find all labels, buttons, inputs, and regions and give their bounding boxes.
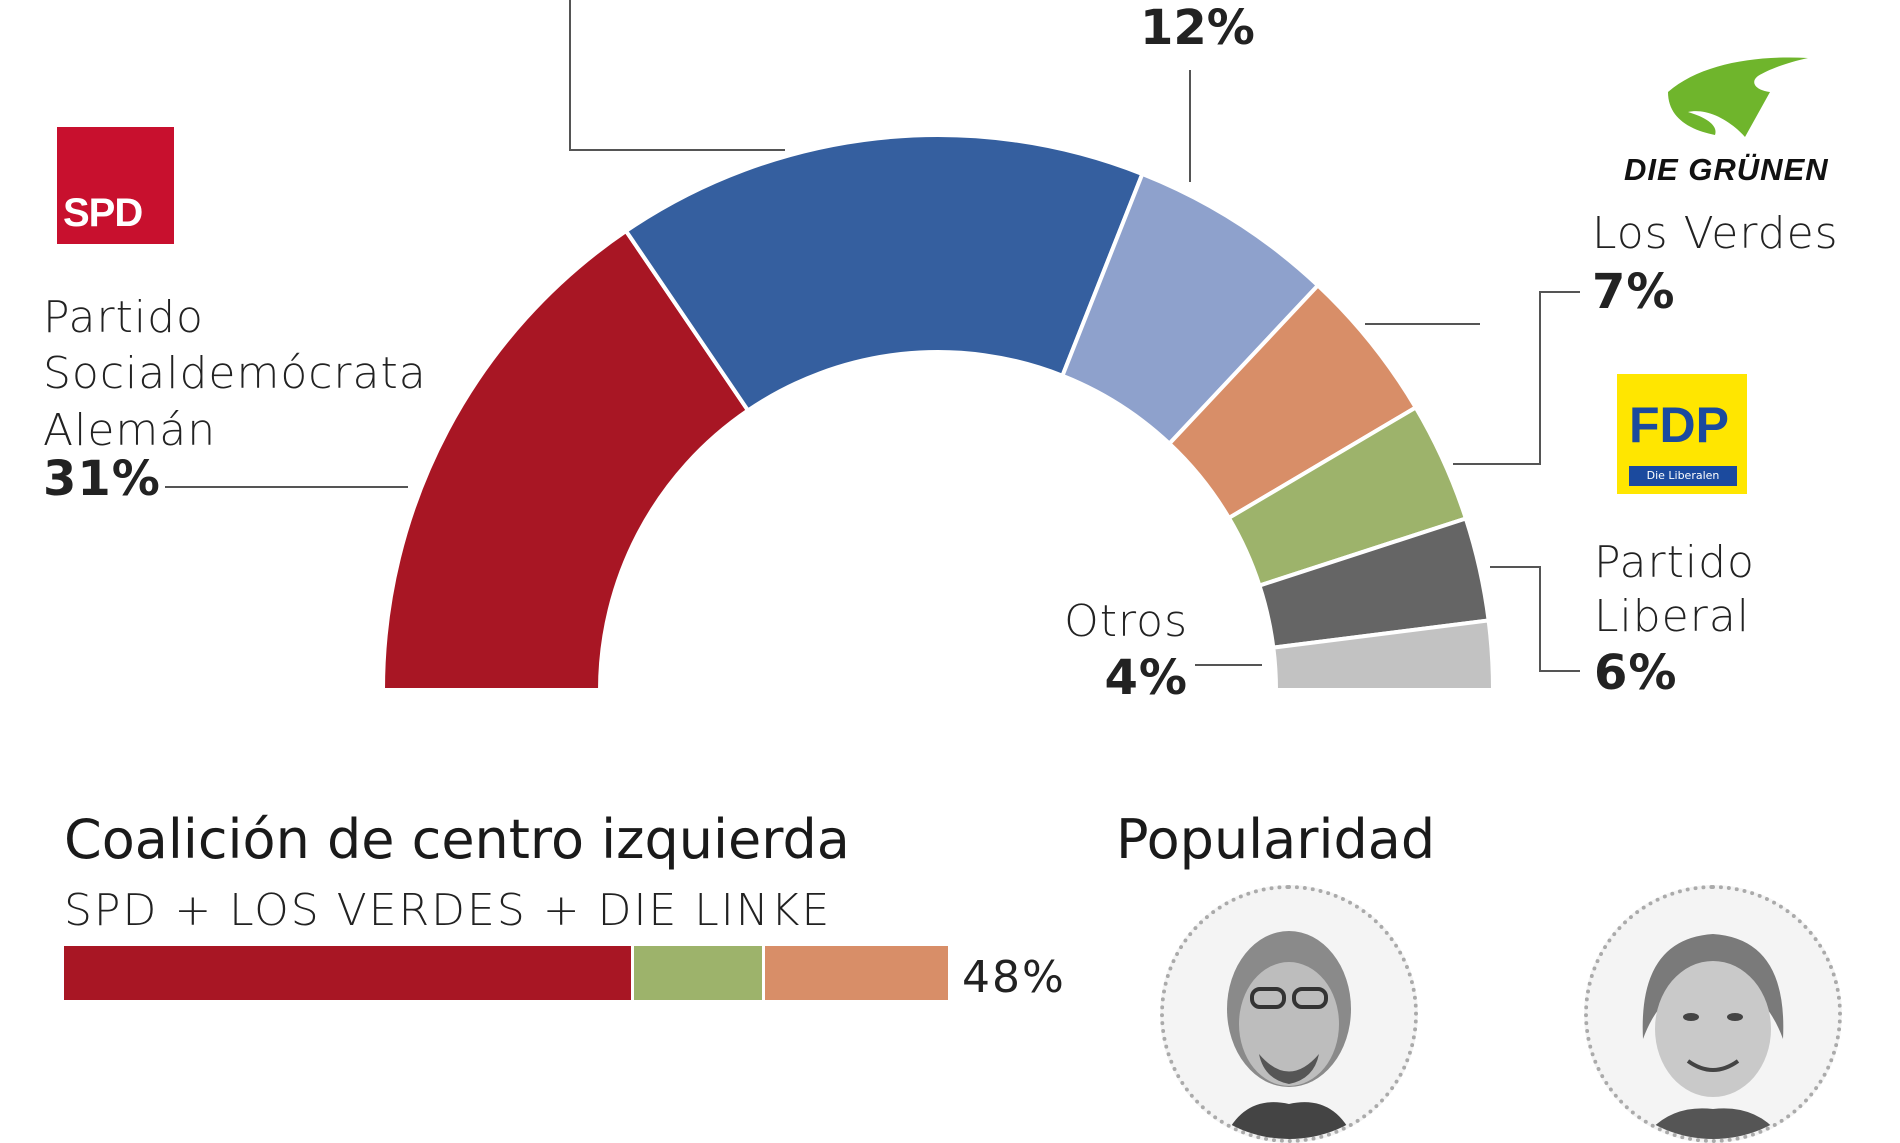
donut-slices (380, 133, 1496, 692)
fdp-logo-tagline: Die Liberalen (1646, 469, 1720, 482)
candidate-portrait-1 (1160, 885, 1418, 1143)
leader-line-liberal (1490, 566, 1580, 672)
coalition-segment-los-verdes (631, 946, 763, 1000)
verdes-label: Los Verdes 7% (1592, 208, 1839, 320)
gruenen-swoosh (1668, 57, 1808, 138)
candidate-portrait-2 (1584, 885, 1842, 1143)
fdp-logo: FDP Die Liberalen (1617, 374, 1747, 494)
fdp-logo-text: FDP (1629, 397, 1729, 453)
liberal-pct: 6% (1594, 645, 1678, 702)
leader-line-verdes (1453, 291, 1580, 465)
donut-slice-1 (380, 228, 751, 692)
donut-slice-7 (1271, 618, 1496, 692)
donut-slice-2 (623, 133, 1145, 414)
top-pct-label: 12% (1140, 0, 1255, 56)
coalition-subtitle: SPD + LOS VERDES + DIE LINKE (64, 885, 832, 936)
otros-label: Otros 4% (1052, 596, 1188, 706)
verdes-name: Los Verdes (1592, 208, 1839, 259)
coalition-title: Coalición de centro izquierda (64, 808, 850, 871)
liberal-name: Partido Liberal (1594, 537, 1755, 642)
parliament-half-donut-chart (165, 0, 1808, 692)
fdp-logo-bar: Die Liberalen (1629, 466, 1737, 486)
spd-name: Partido Socialdemócrata Alemán (43, 292, 427, 456)
spd-logo: SPD (57, 127, 174, 244)
liberal-label: Partido Liberal 6% (1594, 536, 1755, 697)
leader-line-blue (569, 0, 785, 151)
coalition-segment-spd (64, 946, 632, 1000)
otros-pct: 4% (1104, 650, 1188, 706)
gruenen-logo (1668, 57, 1808, 138)
spd-logo-text: SPD (63, 191, 143, 235)
verdes-pct: 7% (1592, 264, 1676, 320)
coalition-stacked-bar (64, 946, 948, 1000)
otros-name: Otros (1064, 596, 1188, 647)
candidate-portrait-2-image (1642, 934, 1784, 1139)
candidate-portrait-1-image (1224, 931, 1354, 1139)
coalition-segment-die-linke (762, 946, 948, 1000)
spd-pct: 31% (43, 450, 161, 507)
spd-label: Partido Socialdemócrata Alemán 31% (43, 290, 427, 503)
popularity-title: Popularidad (1116, 808, 1436, 871)
gruenen-logo-text: DIE GRÜNEN (1624, 152, 1829, 187)
leader-lines (165, 0, 1580, 672)
coalition-total: 48% (962, 952, 1066, 1003)
infographic: 12% Partido Socialdemócrata Alemán 31% L… (43, 0, 1842, 1143)
